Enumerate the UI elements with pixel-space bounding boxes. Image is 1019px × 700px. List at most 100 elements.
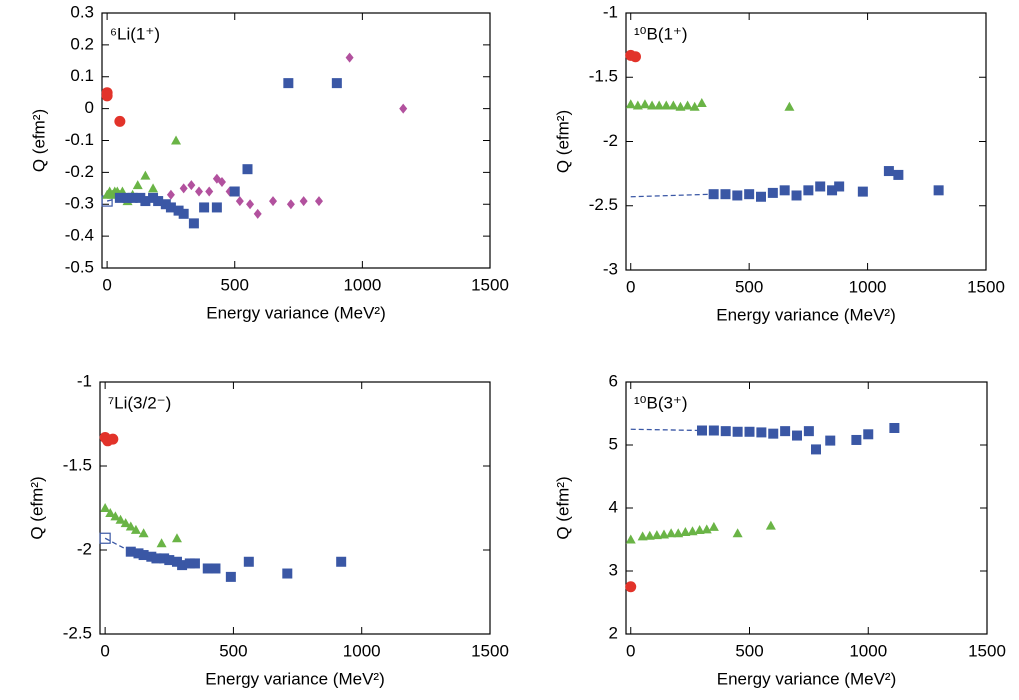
point bbox=[199, 202, 210, 213]
point bbox=[815, 181, 826, 192]
point bbox=[632, 100, 643, 110]
point bbox=[629, 51, 641, 63]
plot-frame bbox=[99, 381, 491, 635]
point bbox=[701, 524, 712, 534]
extrapolation-line bbox=[630, 193, 714, 198]
point bbox=[125, 521, 136, 531]
point bbox=[165, 202, 176, 213]
point bbox=[202, 563, 213, 574]
point bbox=[765, 520, 776, 530]
point bbox=[720, 426, 731, 437]
point bbox=[130, 524, 141, 534]
point bbox=[883, 166, 894, 177]
point bbox=[282, 568, 293, 579]
x-tick-label: 1000 bbox=[849, 277, 887, 296]
point bbox=[661, 100, 672, 110]
y-tick-label: -2 bbox=[77, 539, 92, 558]
point bbox=[834, 181, 845, 192]
point bbox=[242, 164, 253, 175]
point bbox=[827, 185, 838, 196]
point bbox=[148, 183, 159, 193]
point bbox=[283, 78, 294, 89]
point bbox=[779, 185, 790, 196]
x-tick-label: 1000 bbox=[343, 641, 381, 660]
y-tick-label: -0.3 bbox=[65, 194, 94, 213]
point bbox=[135, 192, 146, 203]
point bbox=[825, 435, 836, 446]
point bbox=[120, 518, 131, 528]
y-tick-label: -1.5 bbox=[63, 455, 92, 474]
point bbox=[682, 100, 693, 110]
y-tick-label: 4 bbox=[609, 497, 618, 516]
point bbox=[171, 556, 182, 567]
point bbox=[235, 196, 244, 207]
y-tick-label: 3 bbox=[609, 560, 618, 579]
point bbox=[153, 196, 164, 207]
point bbox=[625, 534, 636, 544]
point bbox=[673, 528, 684, 538]
point bbox=[744, 426, 755, 437]
x-tick-label: 500 bbox=[219, 641, 247, 660]
y-axis-label: Q (efm²) bbox=[553, 110, 572, 173]
y-tick-label: -0.5 bbox=[65, 257, 94, 276]
x-axis-label: Energy variance (MeV²) bbox=[206, 303, 386, 322]
point bbox=[744, 189, 755, 200]
x-tick-label: 1500 bbox=[471, 641, 509, 660]
panel-label: ¹⁰B(1⁺) bbox=[634, 24, 688, 43]
x-tick-label: 0 bbox=[102, 275, 111, 294]
x-tick-label: 500 bbox=[221, 275, 249, 294]
x-tick-label: 500 bbox=[735, 277, 763, 296]
point bbox=[893, 169, 904, 180]
point bbox=[114, 192, 125, 203]
point bbox=[331, 78, 342, 89]
point bbox=[644, 530, 655, 540]
point bbox=[211, 202, 222, 213]
x-tick-label: 1000 bbox=[849, 641, 887, 660]
point bbox=[125, 546, 136, 557]
point bbox=[299, 196, 308, 207]
point bbox=[625, 581, 637, 593]
y-axis-label: Q (efm²) bbox=[553, 476, 572, 539]
x-tick-label: 1000 bbox=[343, 275, 381, 294]
point bbox=[811, 444, 821, 455]
point bbox=[138, 528, 149, 538]
point bbox=[114, 115, 126, 127]
point bbox=[756, 191, 766, 202]
x-axis-label: Energy variance (MeV²) bbox=[205, 669, 385, 688]
y-tick-label: -3 bbox=[603, 259, 618, 278]
y-tick-label: 0.1 bbox=[70, 66, 94, 85]
y-tick-label: -0.2 bbox=[65, 162, 94, 181]
y-tick-label: 0 bbox=[85, 98, 94, 117]
point bbox=[127, 192, 138, 203]
point bbox=[792, 430, 802, 441]
point bbox=[173, 205, 184, 216]
point bbox=[399, 103, 408, 114]
plot-frame bbox=[625, 381, 988, 635]
point bbox=[164, 555, 175, 566]
point bbox=[179, 183, 188, 194]
point bbox=[889, 422, 900, 433]
point bbox=[689, 101, 700, 111]
y-tick-label: -1 bbox=[603, 2, 618, 21]
x-tick-label: 0 bbox=[100, 641, 109, 660]
point bbox=[187, 180, 196, 191]
point bbox=[156, 538, 167, 548]
point bbox=[171, 135, 182, 145]
point bbox=[637, 531, 648, 541]
point bbox=[933, 185, 944, 196]
y-tick-label: -1.5 bbox=[589, 67, 618, 86]
extrapolation-line bbox=[630, 428, 703, 432]
y-axis-label: Q (efm²) bbox=[29, 109, 48, 172]
point bbox=[314, 196, 323, 207]
point bbox=[195, 186, 203, 197]
point bbox=[210, 563, 221, 574]
x-axis-label: Energy variance (MeV²) bbox=[716, 305, 896, 324]
point bbox=[122, 192, 133, 203]
point bbox=[675, 101, 686, 111]
y-tick-label: -2 bbox=[603, 131, 618, 150]
y-tick-label: 0.3 bbox=[70, 2, 94, 21]
point bbox=[654, 100, 665, 110]
point bbox=[780, 426, 791, 437]
point bbox=[336, 556, 347, 567]
point bbox=[100, 503, 111, 512]
